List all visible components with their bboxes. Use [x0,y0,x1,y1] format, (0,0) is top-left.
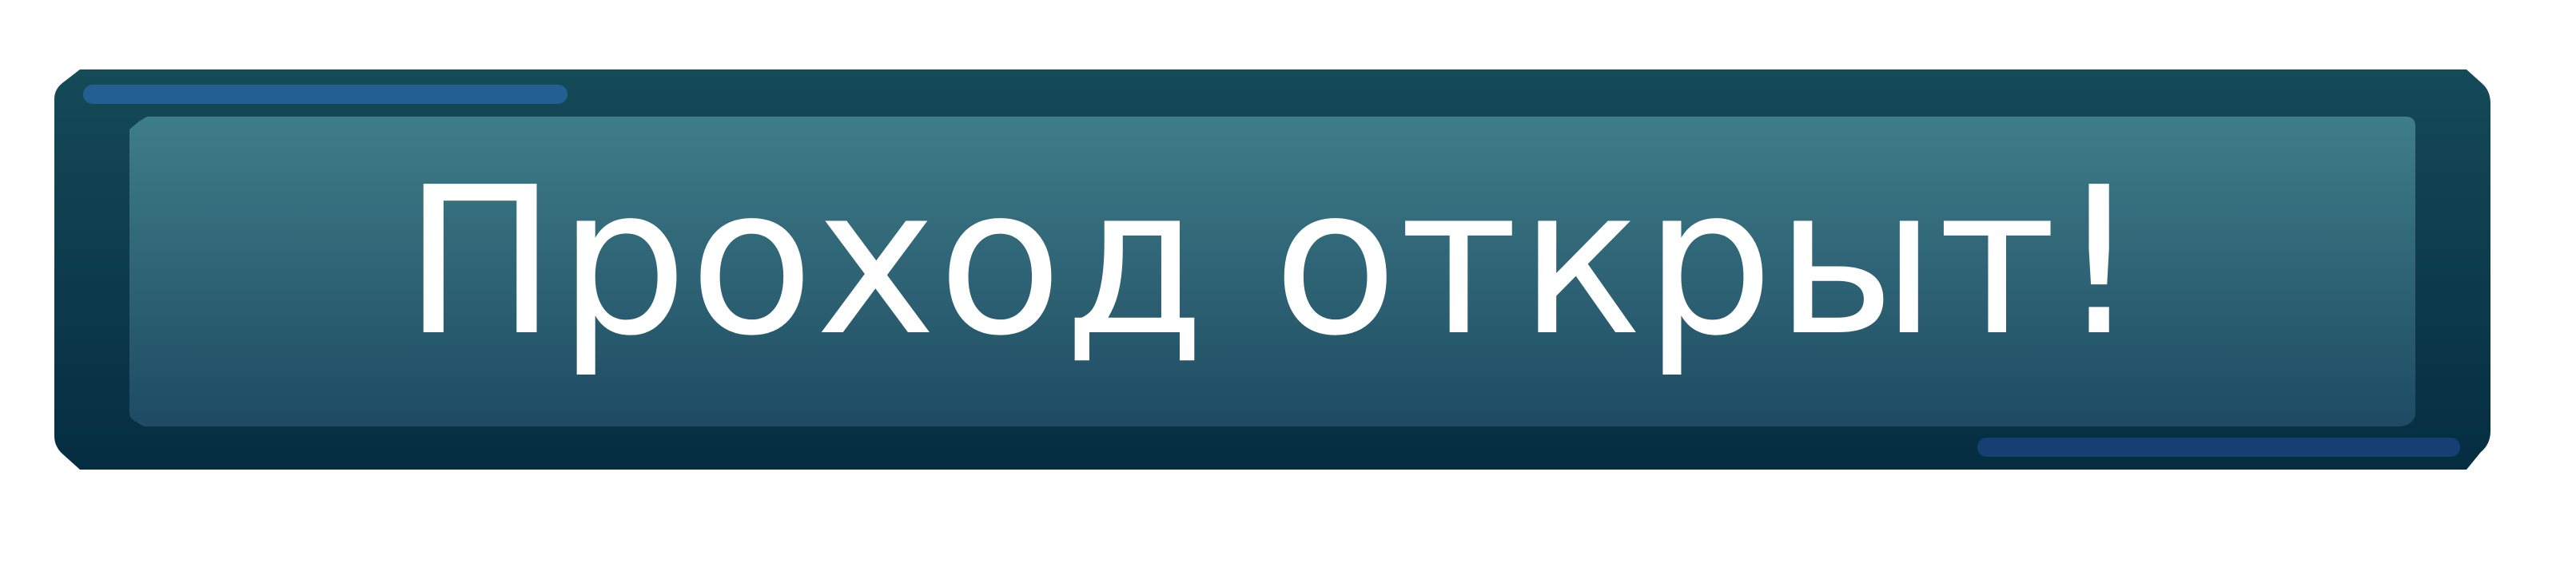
banner-message: Проход открыт! [403,143,2142,381]
accent-bar-bottom-right [1977,438,2460,457]
accent-bar-top-left [83,85,567,104]
inner-panel [129,117,2415,426]
